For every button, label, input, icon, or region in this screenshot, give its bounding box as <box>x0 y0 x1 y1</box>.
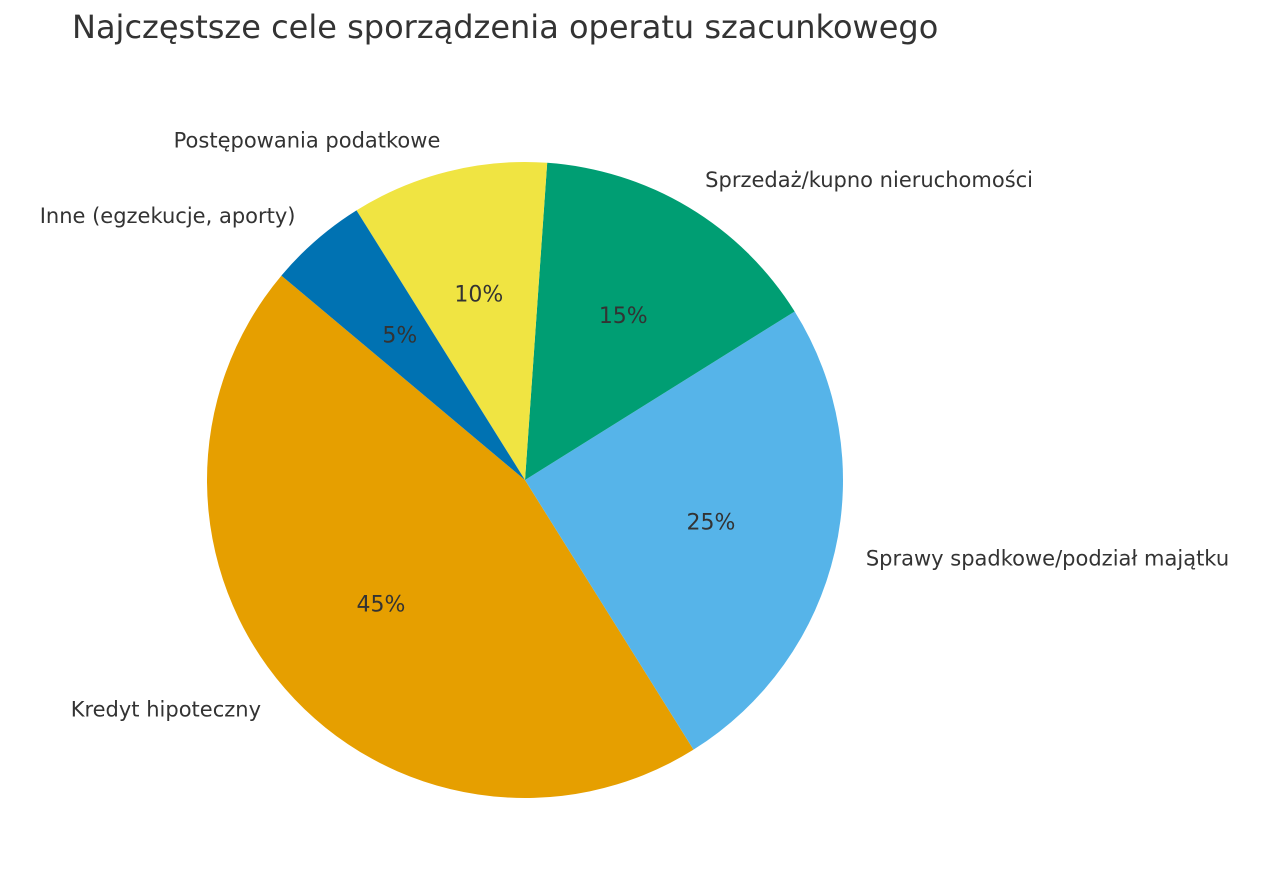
pie-slice <box>525 311 843 750</box>
chart-title: Najczęstsze cele sporządzenia operatu sz… <box>72 8 939 46</box>
slice-category-label: Postępowania podatkowe <box>174 129 441 153</box>
slice-value-label: 15% <box>599 304 648 329</box>
slice-value-label: 25% <box>686 510 735 535</box>
slice-category-label: Sprawy spadkowe/podział majątku <box>866 547 1229 571</box>
slice-category-label: Inne (egzekucje, aporty) <box>40 204 296 228</box>
pie-slice <box>281 210 525 480</box>
slice-value-label: 5% <box>382 324 417 349</box>
slice-category-label: Kredyt hipoteczny <box>71 697 261 721</box>
pie-slice <box>356 162 548 480</box>
slice-value-label: 10% <box>454 282 503 307</box>
pie-slice <box>207 275 694 799</box>
pie-slice <box>525 162 795 480</box>
slice-value-label: 45% <box>357 593 406 618</box>
slice-category-label: Sprzedaż/kupno nieruchomości <box>705 168 1033 192</box>
